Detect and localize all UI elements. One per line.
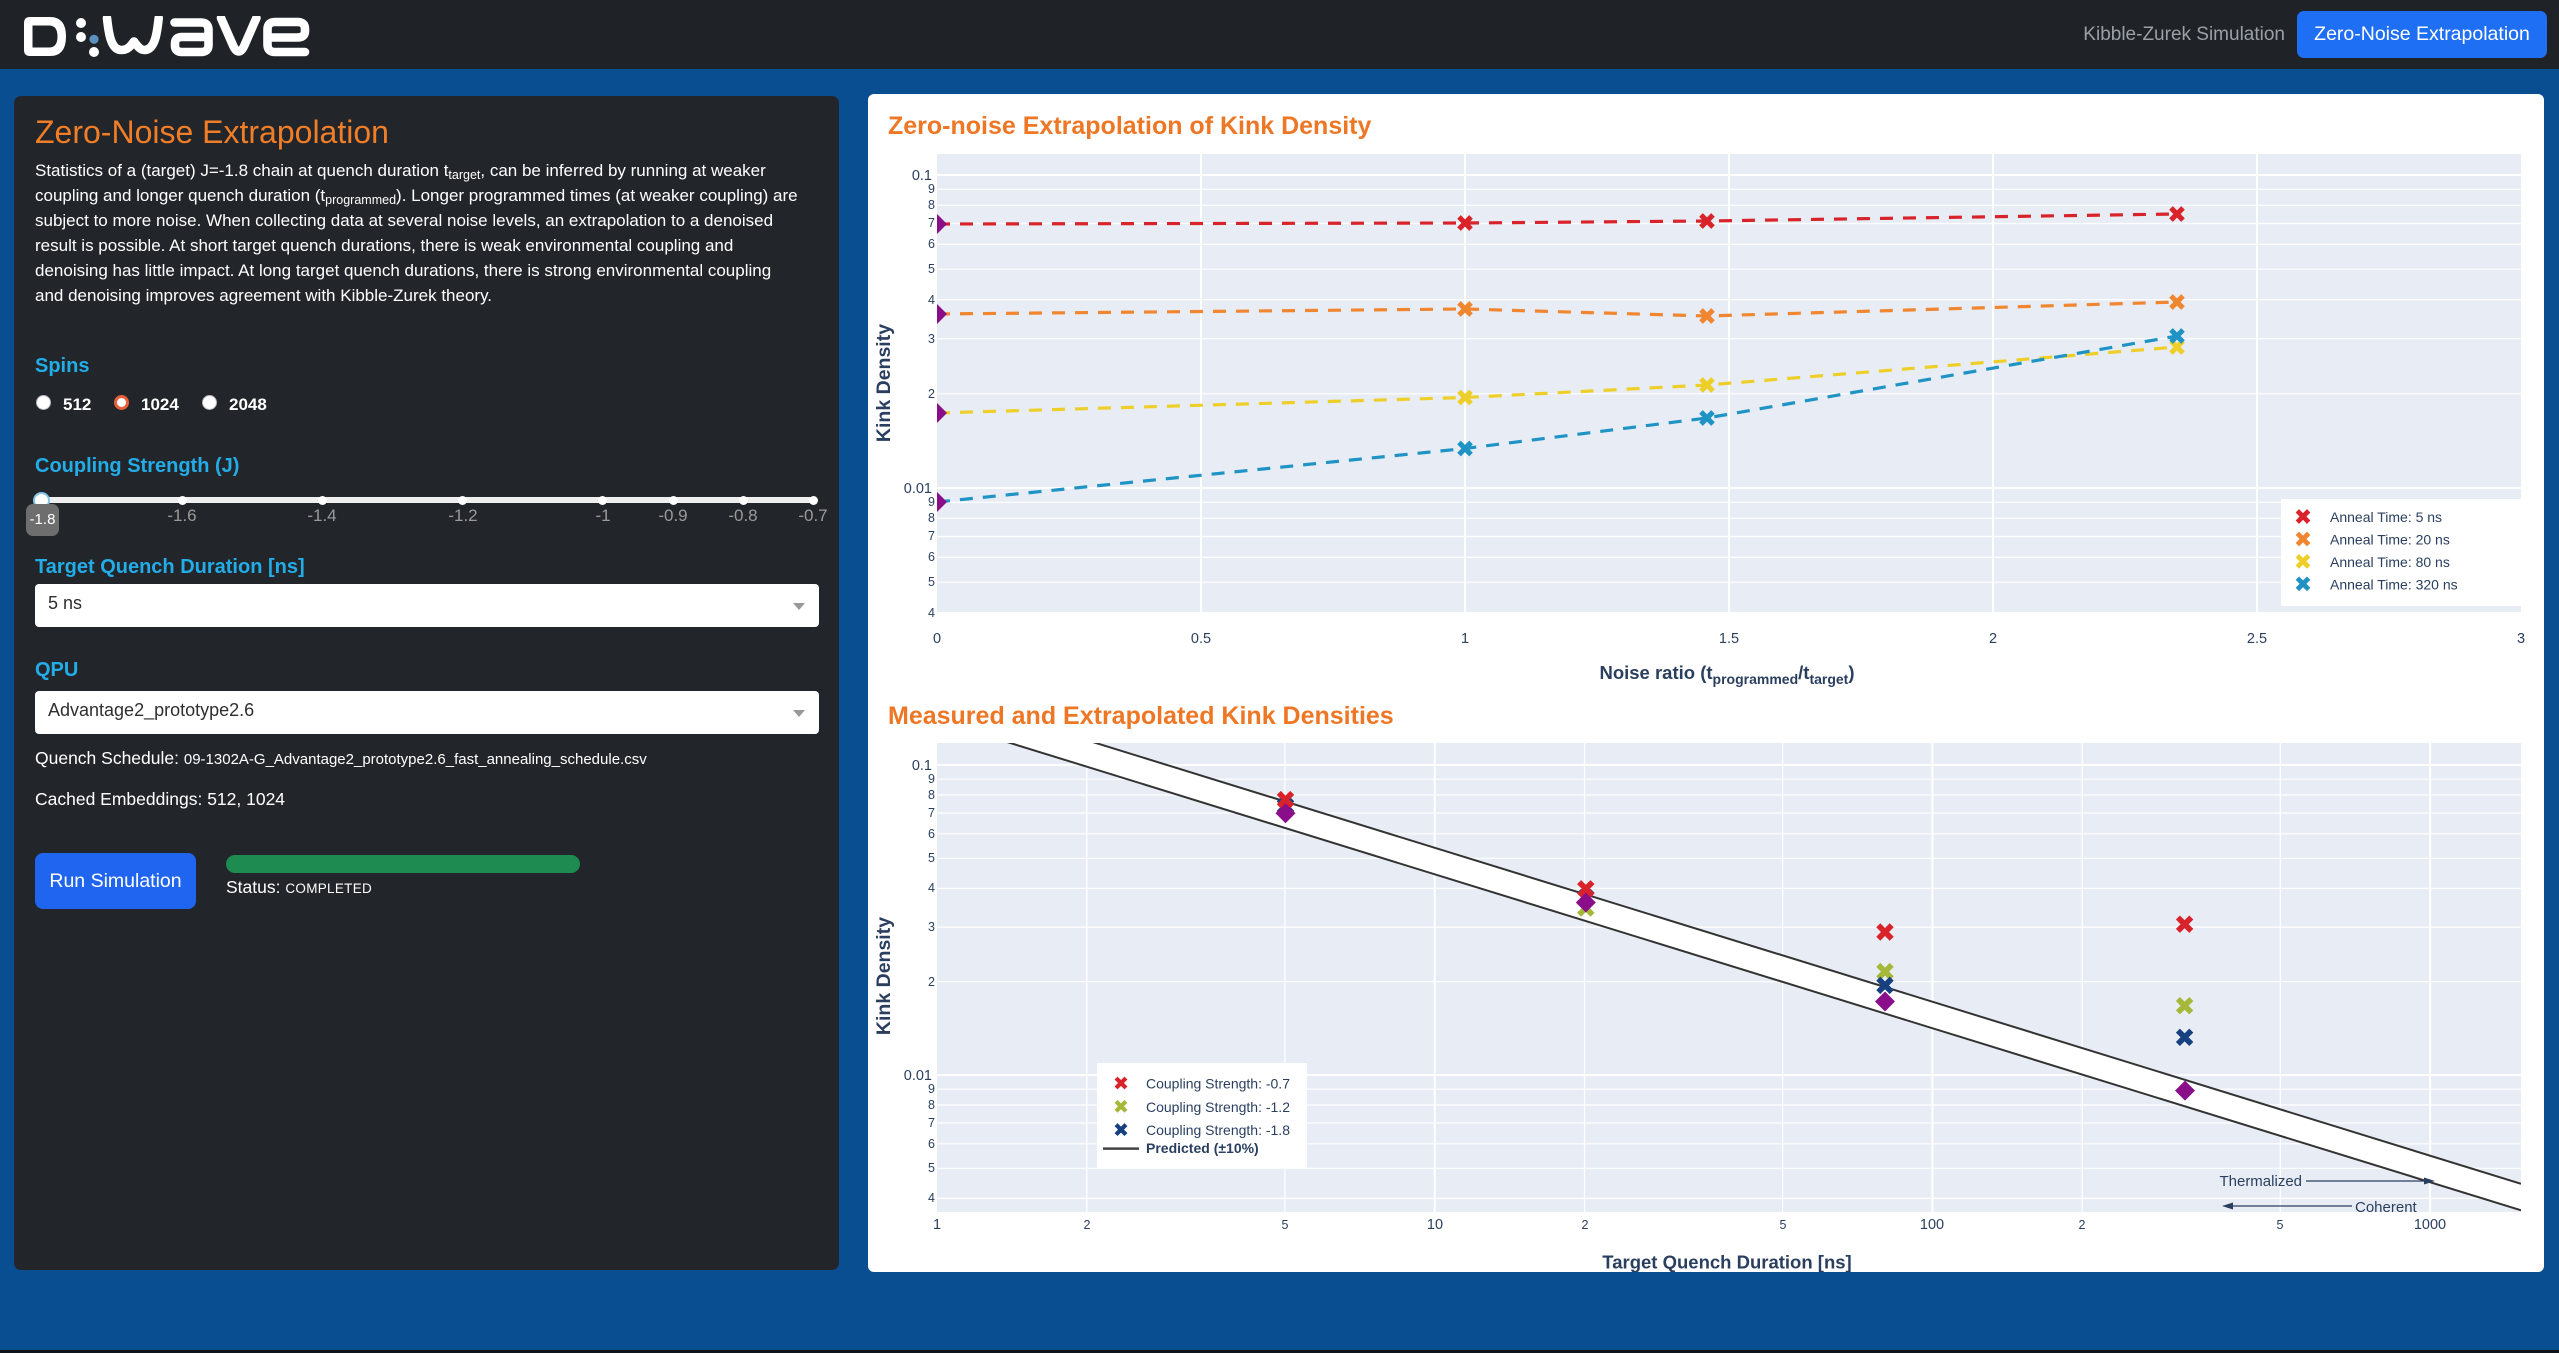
svg-text:2: 2 (1084, 1218, 1091, 1232)
svg-text:5: 5 (928, 851, 935, 865)
svg-text:0.01: 0.01 (904, 481, 932, 497)
svg-text:4: 4 (928, 881, 935, 895)
svg-text:2: 2 (928, 387, 935, 401)
svg-text:2: 2 (2079, 1218, 2086, 1232)
svg-text:0.01: 0.01 (904, 1068, 932, 1084)
svg-text:Thermalized: Thermalized (2219, 1173, 2302, 1190)
svg-text:Coupling Strength: -0.7: Coupling Strength: -0.7 (1146, 1076, 1290, 1092)
svg-text:6: 6 (928, 550, 935, 564)
svg-text:5: 5 (2277, 1218, 2284, 1232)
svg-text:Anneal Time: 320 ns: Anneal Time: 320 ns (2330, 576, 2458, 592)
svg-text:6: 6 (928, 237, 935, 251)
svg-text:Kink Density: Kink Density (873, 324, 895, 442)
svg-text:1: 1 (1461, 631, 1469, 647)
svg-text:Coherent: Coherent (2355, 1199, 2418, 1216)
svg-text:0: 0 (933, 631, 941, 647)
svg-text:7: 7 (928, 1116, 935, 1130)
svg-text:2.5: 2.5 (2247, 631, 2267, 647)
svg-text:4: 4 (928, 606, 935, 620)
svg-text:8: 8 (928, 1098, 935, 1112)
svg-text:2: 2 (1582, 1218, 1589, 1232)
svg-text:9: 9 (928, 1082, 935, 1096)
svg-text:5: 5 (1282, 1218, 1289, 1232)
svg-text:Coupling Strength: -1.2: Coupling Strength: -1.2 (1146, 1099, 1290, 1115)
svg-text:6: 6 (928, 1137, 935, 1151)
svg-text:2: 2 (1989, 631, 1997, 647)
svg-text:10: 10 (1427, 1217, 1443, 1233)
svg-text:Anneal Time: 5 ns: Anneal Time: 5 ns (2330, 509, 2442, 525)
svg-text:7: 7 (928, 216, 935, 230)
svg-text:7: 7 (928, 529, 935, 543)
svg-text:Predicted (±10%): Predicted (±10%) (1146, 1140, 1259, 1156)
svg-text:8: 8 (928, 198, 935, 212)
svg-text:Anneal Time: 80 ns: Anneal Time: 80 ns (2330, 554, 2450, 570)
svg-text:1.5: 1.5 (1719, 631, 1739, 647)
svg-text:0.1: 0.1 (912, 168, 932, 184)
svg-text:8: 8 (928, 788, 935, 802)
svg-text:0.5: 0.5 (1191, 631, 1211, 647)
svg-text:9: 9 (928, 182, 935, 196)
svg-text:4: 4 (928, 293, 935, 307)
svg-text:9: 9 (928, 772, 935, 786)
svg-text:8: 8 (928, 511, 935, 525)
svg-text:5: 5 (928, 575, 935, 589)
svg-text:4: 4 (928, 1191, 935, 1205)
svg-text:3: 3 (2517, 631, 2525, 647)
svg-text:Coupling Strength: -1.8: Coupling Strength: -1.8 (1146, 1122, 1290, 1138)
svg-text:Target Quench Duration [ns]: Target Quench Duration [ns] (1602, 1252, 1851, 1273)
svg-text:1: 1 (933, 1217, 941, 1233)
svg-text:6: 6 (928, 827, 935, 841)
svg-text:5: 5 (928, 262, 935, 276)
svg-text:3: 3 (928, 332, 935, 346)
svg-text:3: 3 (928, 920, 935, 934)
svg-text:0.1: 0.1 (912, 758, 932, 774)
svg-text:7: 7 (928, 806, 935, 820)
svg-text:1000: 1000 (2414, 1217, 2446, 1233)
svg-text:5: 5 (928, 1161, 935, 1175)
svg-text:100: 100 (1920, 1217, 1944, 1233)
svg-text:2: 2 (928, 975, 935, 989)
svg-text:Zero-noise Extrapolation of Ki: Zero-noise Extrapolation of Kink Density (888, 112, 1371, 140)
svg-text:Measured and Extrapolated Kink: Measured and Extrapolated Kink Densities (888, 702, 1394, 730)
svg-text:5: 5 (1780, 1218, 1787, 1232)
svg-text:Anneal Time: 20 ns: Anneal Time: 20 ns (2330, 532, 2450, 548)
svg-text:Kink Density: Kink Density (873, 917, 895, 1035)
svg-text:9: 9 (928, 495, 935, 509)
